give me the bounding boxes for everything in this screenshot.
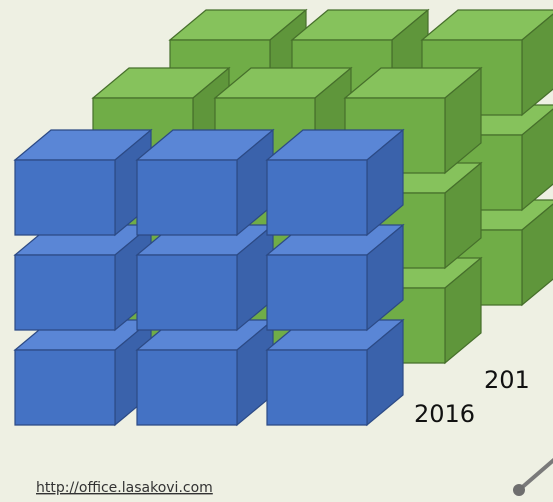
link[interactable]: http://office.lasakovi.com	[36, 480, 213, 496]
year-label: 201	[484, 366, 530, 394]
cube-front	[136, 159, 238, 236]
cube-front	[14, 254, 116, 331]
pin-head	[513, 484, 525, 496]
cube-front	[14, 349, 116, 426]
cube-front	[14, 159, 116, 236]
cube-front	[136, 349, 238, 426]
cube-group	[13, 8, 553, 427]
cube-front	[266, 349, 368, 426]
year-label: 2016	[414, 400, 475, 428]
cube-front	[136, 254, 238, 331]
cube-front	[266, 159, 368, 236]
cube-front	[266, 254, 368, 331]
pin-line	[517, 457, 553, 492]
